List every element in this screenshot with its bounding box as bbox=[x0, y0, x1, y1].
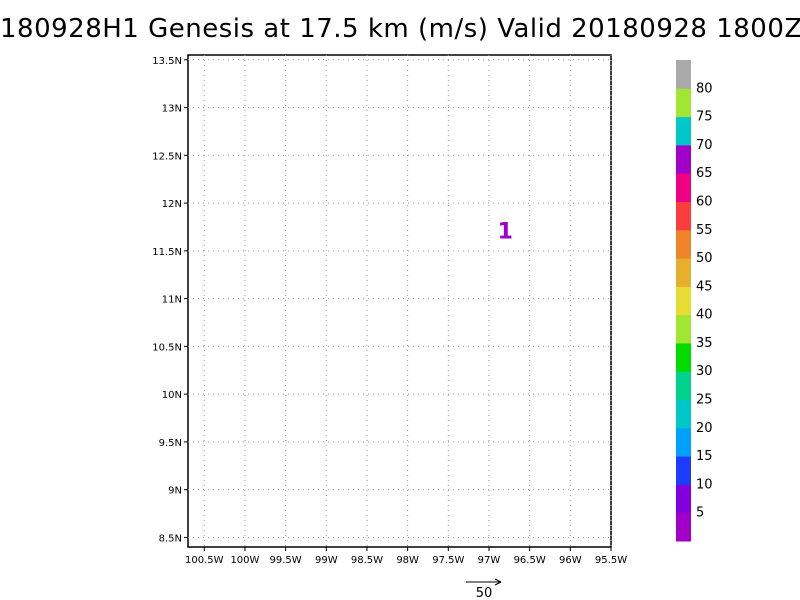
colorbar-segment bbox=[676, 456, 691, 485]
lat-tick-label: 13N bbox=[162, 104, 182, 115]
longitude-axis: 100.5W 100W 99.5W 99W 98.5W 98W 97.5W 97W 96.5W 9… bbox=[185, 547, 627, 566]
lat-tick-label: 11.5N bbox=[152, 247, 182, 258]
vector-key-label: 50 bbox=[476, 586, 493, 600]
grid-lines bbox=[188, 55, 612, 547]
colorbar-segment bbox=[676, 512, 691, 542]
colorbar-label: 10 bbox=[696, 477, 713, 492]
colorbar-label: 5 bbox=[696, 506, 704, 521]
colorbar-segment bbox=[676, 399, 691, 429]
lat-tick-label: 13.5N bbox=[152, 56, 182, 67]
map-frame bbox=[187, 54, 612, 548]
vector-key-arrowhead bbox=[494, 578, 502, 586]
colorbar-label: 25 bbox=[696, 393, 713, 408]
colorbar-label: 60 bbox=[696, 194, 713, 209]
colorbar-segment bbox=[676, 60, 691, 89]
colorbar-label: 15 bbox=[696, 449, 713, 464]
colorbar-segment bbox=[676, 371, 691, 401]
colorbar-segment bbox=[676, 229, 691, 259]
lat-tick-label: 10N bbox=[162, 390, 182, 401]
lon-tick-label: 100W bbox=[230, 555, 259, 566]
lat-tick-label: 9.5N bbox=[159, 438, 182, 449]
colorbar-segment bbox=[676, 201, 691, 231]
colorbar-label: 70 bbox=[696, 138, 713, 153]
lon-tick-label: 99W bbox=[315, 555, 338, 566]
storm-symbol-label: 1 bbox=[498, 220, 513, 245]
vector-key: 50 bbox=[466, 578, 502, 600]
colorbar-segment bbox=[676, 342, 691, 372]
lon-tick-label: 97W bbox=[478, 555, 501, 566]
colorbar-label: 75 bbox=[696, 110, 713, 125]
lon-tick-label: 95.5W bbox=[595, 555, 627, 566]
lat-tick-label: 11N bbox=[162, 295, 182, 306]
colorbar-segment bbox=[676, 116, 691, 146]
lat-tick-label: 12.5N bbox=[152, 151, 182, 162]
lat-tick-label: 12N bbox=[162, 199, 182, 210]
colorbar: 5 10 15 20 25 30 35 40 45 50 55 60 65 70 75 80 bbox=[676, 60, 713, 542]
colorbar-segment bbox=[676, 286, 691, 316]
lat-tick-label: 10.5N bbox=[152, 342, 182, 353]
colorbar-label: 55 bbox=[696, 223, 713, 238]
latitude-axis: 8.5N 9N 9.5N 10N 10.5N 11N 11.5N 12N 12.5N 13N 13.… bbox=[152, 56, 188, 544]
colorbar-segment bbox=[676, 144, 691, 174]
lon-tick-label: 97.5W bbox=[432, 555, 464, 566]
plot-title: 180928H1 Genesis at 17.5 km (m/s) Valid … bbox=[0, 14, 800, 44]
lon-tick-label: 98W bbox=[396, 555, 419, 566]
colorbar-segment bbox=[676, 88, 691, 118]
lon-tick-label: 96.5W bbox=[514, 555, 546, 566]
lat-tick-label: 9N bbox=[168, 486, 182, 497]
colorbar-label: 35 bbox=[696, 336, 713, 351]
storm-marker: 1 bbox=[498, 220, 513, 245]
colorbar-label: 40 bbox=[696, 308, 713, 323]
colorbar-label: 30 bbox=[696, 364, 713, 379]
colorbar-segment bbox=[676, 258, 691, 287]
lon-tick-label: 99.5W bbox=[270, 555, 302, 566]
lon-tick-label: 100.5W bbox=[185, 555, 224, 566]
colorbar-label: 65 bbox=[696, 166, 713, 181]
colorbar-segment bbox=[676, 484, 691, 514]
lon-tick-label: 98.5W bbox=[351, 555, 383, 566]
colorbar-segment bbox=[676, 427, 691, 457]
colorbar-label: 80 bbox=[696, 81, 713, 96]
colorbar-segment bbox=[676, 173, 691, 202]
colorbar-label: 20 bbox=[696, 421, 713, 436]
colorbar-label: 45 bbox=[696, 279, 713, 294]
colorbar-label: 50 bbox=[696, 251, 713, 266]
colorbar-segment bbox=[676, 314, 691, 344]
lon-tick-label: 96W bbox=[559, 555, 582, 566]
lat-tick-label: 8.5N bbox=[159, 533, 182, 544]
